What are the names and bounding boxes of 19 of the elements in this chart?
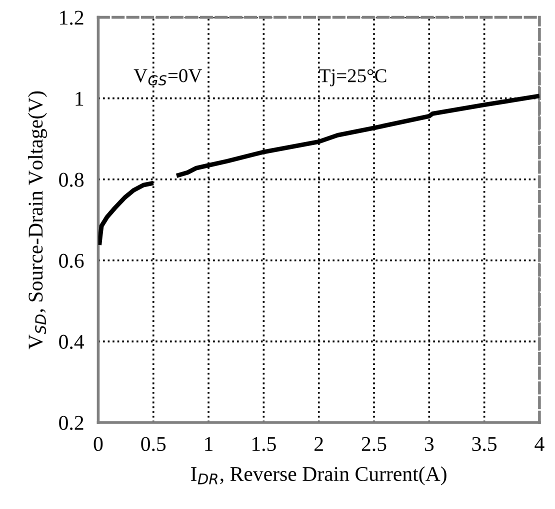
y-tick-label: 0.4 <box>59 334 84 349</box>
annotation: V$_{GS}$=0V <box>134 69 202 86</box>
y-tick-label: 0.2 <box>59 416 84 430</box>
x-tick-label: 3 <box>424 437 434 452</box>
y-tick-label: 0.8 <box>59 172 84 187</box>
x-tick-label: 2 <box>314 437 323 451</box>
y-tick-label: 0.6 <box>59 254 84 268</box>
x-tick-label: 2.5 <box>362 437 386 452</box>
x-tick-label: 4 <box>534 437 544 451</box>
annotation: Tj=25°C <box>319 69 386 86</box>
x-axis-title: I$_{DR}$, Reverse Drain Current(A) <box>191 466 446 486</box>
y-tick-label: 1 <box>76 92 84 106</box>
x-tick-label: 3.5 <box>472 437 497 452</box>
x-tick-label: 1.5 <box>252 437 276 452</box>
x-tick-label: 0 <box>94 436 103 452</box>
x-tick-label: 0.5 <box>141 436 166 452</box>
y-axis-title: V$_{SD}$, Source-Drain Voltage(V) <box>28 91 47 350</box>
y-tick-label: 1.2 <box>60 10 84 25</box>
x-tick-label: 1 <box>205 437 212 451</box>
